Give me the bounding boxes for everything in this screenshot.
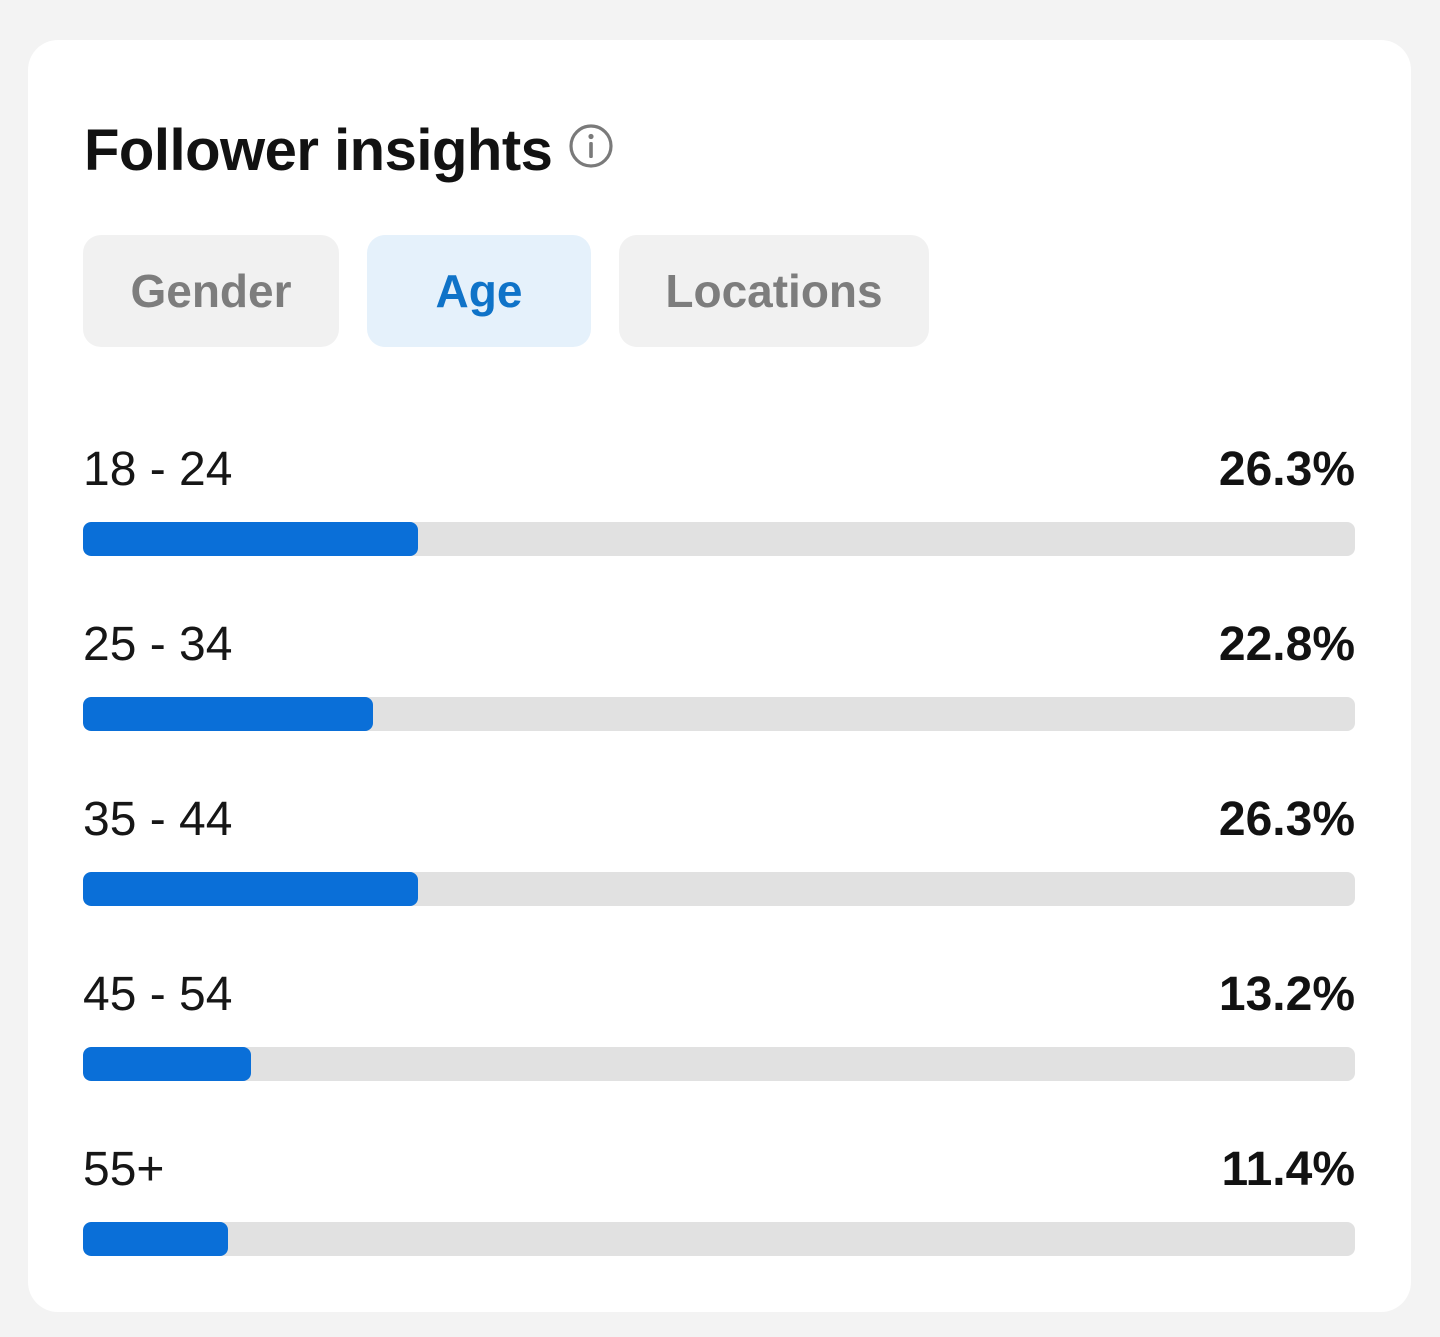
age-row: 55+ 11.4% — [83, 1140, 1355, 1315]
age-percentage: 22.8% — [1218, 618, 1355, 671]
progress-track — [83, 1047, 1355, 1081]
follower-insights-card: Follower insights Gender Age Locations 1… — [28, 40, 1411, 1312]
progress-track — [83, 1222, 1355, 1256]
progress-fill — [83, 1047, 251, 1081]
age-percentage: 13.2% — [1218, 968, 1355, 1021]
insights-tabs: Gender Age Locations — [83, 235, 929, 347]
tab-locations[interactable]: Locations — [619, 235, 929, 347]
info-icon[interactable] — [568, 123, 614, 169]
age-row: 45 - 54 13.2% — [83, 965, 1355, 1140]
age-percentage: 26.3% — [1218, 793, 1355, 846]
age-range-label: 35 - 44 — [83, 793, 233, 846]
age-range-label: 55+ — [83, 1143, 165, 1196]
tab-gender-label: Gender — [130, 265, 292, 317]
age-row: 25 - 34 22.8% — [83, 615, 1355, 790]
progress-track — [83, 697, 1355, 731]
age-percentage: 11.4% — [1221, 1143, 1355, 1196]
progress-fill — [83, 697, 374, 731]
tab-locations-label: Locations — [665, 265, 883, 317]
progress-track — [83, 522, 1355, 556]
card-title: Follower insights — [84, 117, 553, 183]
card-header: Follower insights — [84, 114, 614, 186]
age-range-label: 25 - 34 — [83, 618, 233, 671]
age-range-label: 45 - 54 — [83, 968, 233, 1021]
progress-fill — [83, 522, 418, 556]
age-range-label: 18 - 24 — [83, 443, 233, 496]
tab-age[interactable]: Age — [367, 235, 591, 347]
tab-gender[interactable]: Gender — [83, 235, 339, 347]
progress-track — [83, 872, 1355, 906]
age-percentage: 26.3% — [1218, 443, 1355, 496]
progress-fill — [83, 1222, 228, 1256]
age-row: 18 - 24 26.3% — [83, 440, 1355, 615]
age-breakdown-list: 18 - 24 26.3% 25 - 34 22.8% 35 - 44 26.3… — [83, 440, 1355, 1315]
tab-age-label: Age — [435, 265, 523, 317]
progress-fill — [83, 872, 418, 906]
age-row: 35 - 44 26.3% — [83, 790, 1355, 965]
